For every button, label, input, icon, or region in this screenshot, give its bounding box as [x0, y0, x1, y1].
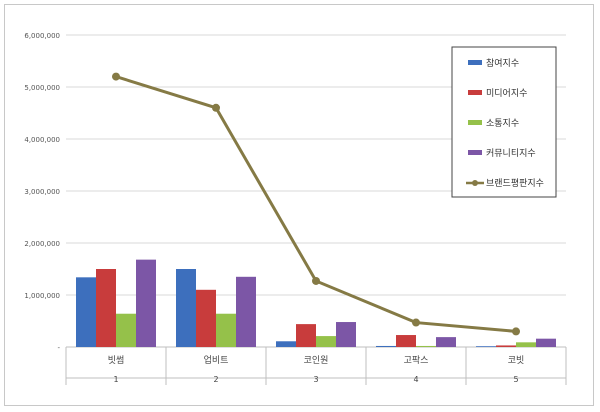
- bar-1-3: [276, 341, 296, 347]
- line-point: [512, 327, 520, 336]
- bar-4-3: [336, 322, 356, 347]
- bar-4-2: [236, 276, 256, 347]
- category-label: 코빗: [508, 355, 525, 366]
- category-index: 2: [213, 375, 218, 384]
- bar-3-4: [416, 345, 436, 347]
- bar-2-3: [296, 324, 316, 347]
- category-index: 5: [513, 375, 518, 384]
- y-tick-label: -: [57, 344, 60, 352]
- bar-3-5: [516, 342, 536, 347]
- bar-3-3: [316, 336, 336, 347]
- bar-2-4: [396, 335, 416, 347]
- category-index: 3: [313, 375, 318, 384]
- bar-2-1: [96, 269, 116, 347]
- legend-swatch: [468, 60, 482, 65]
- bar-2-5: [496, 345, 516, 347]
- bar-1-1: [76, 277, 96, 347]
- category-index: 1: [113, 375, 118, 384]
- y-tick-label: 6,000,000: [24, 32, 60, 40]
- category-label: 코인원: [304, 355, 329, 366]
- legend-swatch: [468, 90, 482, 95]
- legend-label: 소통지수: [486, 118, 519, 129]
- category-label: 빗썸: [108, 355, 125, 366]
- bar-4-5: [536, 338, 556, 347]
- line-point: [312, 276, 320, 285]
- legend-line-marker: [472, 180, 478, 186]
- y-tick-label: 3,000,000: [24, 188, 60, 196]
- line-point: [212, 103, 220, 112]
- bar-1-5: [476, 346, 496, 347]
- legend-label: 미디어지수: [486, 88, 527, 99]
- line-point: [412, 318, 420, 327]
- bar-2-2: [196, 289, 216, 347]
- bar-3-2: [216, 313, 236, 347]
- bar-3-1: [116, 313, 136, 347]
- y-tick-label: 4,000,000: [24, 136, 60, 144]
- legend-label: 커뮤니티지수: [486, 148, 536, 159]
- bar-1-4: [376, 345, 396, 347]
- bar-1-2: [176, 269, 196, 347]
- category-label: 업비트: [204, 355, 229, 366]
- legend-label: 브랜드평판지수: [486, 178, 544, 189]
- category-label: 고팍스: [404, 355, 429, 366]
- category-index: 4: [413, 375, 418, 384]
- y-tick-label: 5,000,000: [24, 84, 60, 92]
- bar-4-1: [136, 259, 156, 347]
- legend-swatch: [468, 120, 482, 125]
- bar-4-4: [436, 337, 456, 347]
- legend-label: 참여지수: [486, 57, 519, 69]
- line-point: [112, 72, 120, 81]
- y-tick-label: 2,000,000: [24, 240, 60, 248]
- y-tick-label: 1,000,000: [24, 292, 60, 300]
- legend-swatch: [468, 150, 482, 155]
